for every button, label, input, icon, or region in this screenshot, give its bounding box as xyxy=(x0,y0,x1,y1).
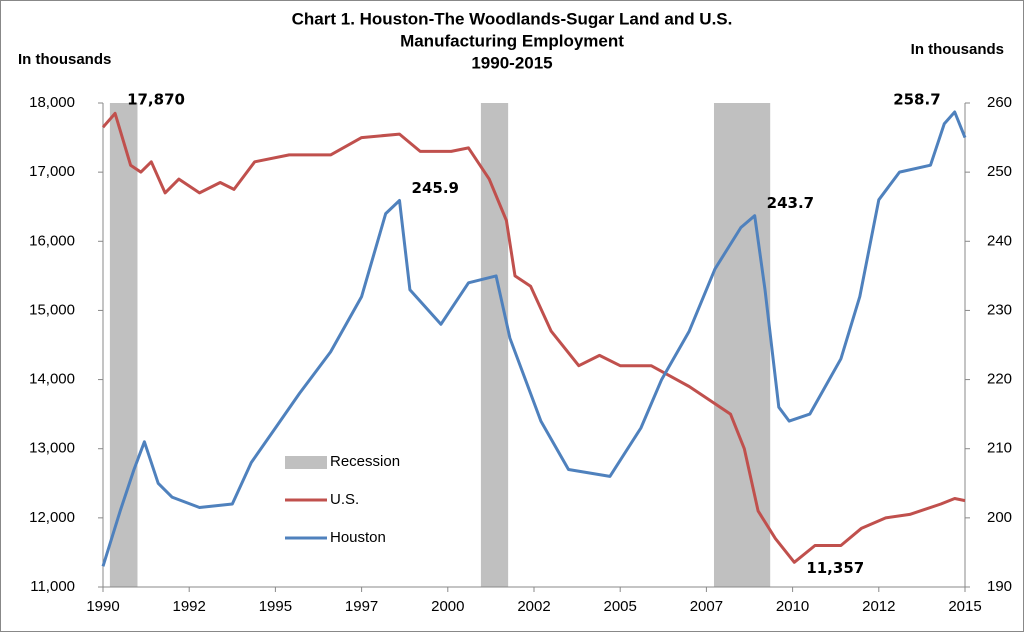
y-tick-label: 12,000 xyxy=(29,509,75,526)
x-tick-label: 1997 xyxy=(345,598,378,615)
y2-tick-label: 210 xyxy=(987,440,1012,457)
x-tick-label: 2000 xyxy=(431,598,464,615)
annotation: 258.7 xyxy=(893,90,940,108)
chart-title: Chart 1. Houston-The Woodlands-Sugar Lan… xyxy=(292,9,733,28)
annotation: 245.9 xyxy=(412,179,459,197)
line-series xyxy=(101,110,967,567)
y2-tick-label: 230 xyxy=(987,301,1012,318)
y-tick-label: 14,000 xyxy=(29,371,75,388)
y-tick-label: 15,000 xyxy=(29,301,75,318)
x-tick-label: 2010 xyxy=(776,598,809,615)
y2-axis-label: In thousands xyxy=(911,41,1004,58)
annotation: 243.7 xyxy=(767,194,814,212)
legend-swatch xyxy=(285,456,327,469)
x-tick-label: 2015 xyxy=(948,598,981,615)
legend-label: U.S. xyxy=(330,491,359,508)
legend-label: Recession xyxy=(330,453,400,470)
recession-band xyxy=(480,103,509,587)
line-series xyxy=(101,111,966,564)
y2-tick-label: 200 xyxy=(987,509,1012,526)
annotation: 17,870 xyxy=(127,90,185,108)
y-axis-label: In thousands xyxy=(18,51,111,68)
legend-label: Houston xyxy=(330,529,386,546)
y-tick-label: 18,000 xyxy=(29,94,75,111)
x-tick-label: 2005 xyxy=(604,598,637,615)
x-tick-label: 1992 xyxy=(173,598,206,615)
y-tick-label: 17,000 xyxy=(29,163,75,180)
recession-band xyxy=(109,103,138,587)
x-tick-label: 2012 xyxy=(862,598,895,615)
x-tick-label: 2007 xyxy=(690,598,723,615)
y2-tick-label: 250 xyxy=(987,163,1012,180)
recession-band xyxy=(713,103,771,587)
y-tick-label: 11,000 xyxy=(30,578,75,595)
y2-tick-label: 220 xyxy=(987,371,1012,388)
x-tick-label: 2002 xyxy=(517,598,550,615)
y-tick-label: 13,000 xyxy=(29,440,75,457)
chart-title: 1990-2015 xyxy=(471,53,552,72)
x-tick-label: 1995 xyxy=(259,598,292,615)
chart-title: Manufacturing Employment xyxy=(400,31,624,50)
y2-tick-label: 260 xyxy=(987,94,1012,111)
y-tick-label: 16,000 xyxy=(29,232,75,249)
x-tick-label: 1990 xyxy=(86,598,119,615)
y2-tick-label: 190 xyxy=(987,578,1012,595)
y2-tick-label: 240 xyxy=(987,232,1012,249)
annotation: 11,357 xyxy=(806,559,864,577)
